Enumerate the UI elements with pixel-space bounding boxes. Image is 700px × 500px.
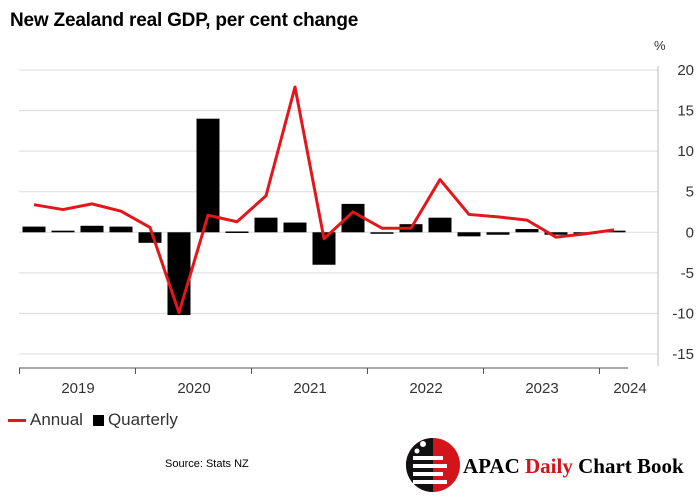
legend-item-annual[interactable]: Annual [8,410,83,430]
quarterly-bar [167,232,191,316]
legend-swatch-annual [8,418,26,422]
x-axis: 2019 2020 2021 2022 2023 2024 [19,367,647,397]
source-note: Source: Stats NZ [165,458,249,470]
y-tick-label: 5 [686,184,694,201]
quarterly-bar [80,225,104,233]
quarterly-bar [602,230,626,233]
chart-title: New Zealand real GDP, per cent change [10,10,359,31]
y-unit-label: % [654,38,666,53]
quarterly-bar [254,217,278,233]
brand-suffix: Chart Book [578,454,684,478]
x-tick-label: 2022 [409,380,442,397]
brand-logo: APAC Daily Chart Book [405,436,695,494]
x-tick-label: 2024 [613,380,646,397]
y-tick-label: -5 [681,265,694,282]
quarterly-bar [312,232,336,265]
legend-swatch-quarterly [92,414,104,426]
quarterly-bar [138,232,162,243]
annual-series-line [33,85,615,315]
quarterly-bar [428,217,452,233]
quarterly-bar [486,232,510,235]
x-tick-label: 2023 [525,380,558,397]
quarterly-bar [283,222,307,233]
y-tick-label: 15 [677,103,694,120]
legend-label-quarterly: Quarterly [107,410,178,429]
gridlines [19,69,658,355]
brand-prefix: APAC [463,454,520,478]
y-tick-label: 20 [677,62,694,79]
annual-line [33,85,615,315]
quarterly-bar [22,226,46,233]
quarterly-bar [225,231,249,233]
y-axis: 20 15 10 5 0 -5 -10 -15 [657,62,694,366]
y-tick-label: 10 [677,143,694,160]
gdp-chart: 20 15 10 5 0 -5 -10 -15 2019 2020 2021 2022 2023 202… [19,38,694,397]
quarterly-bar [515,229,539,233]
x-tick-label: 2020 [177,380,210,397]
quarterly-bar [109,226,133,233]
legend: Annual Quarterly [8,410,188,430]
y-tick-label: 0 [686,224,694,241]
quarterly-bar [196,118,220,233]
quarterly-bar [457,232,481,237]
x-tick-label: 2021 [293,380,326,397]
legend-label-annual: Annual [30,410,83,429]
quarterly-bar [544,232,568,235]
y-tick-label: -15 [672,346,694,363]
legend-item-quarterly[interactable]: Quarterly [92,410,178,430]
quarterly-bar [341,203,365,233]
quarterly-bar [51,230,75,233]
quarterly-bar [370,232,394,234]
brand-title: APAC Daily Chart Book [463,454,684,479]
y-tick-label: -10 [672,305,694,322]
brand-emblem-icon [406,438,460,492]
quarterly-bars [22,118,626,316]
brand-middle: Daily [525,454,573,478]
x-tick-label: 2019 [61,380,94,397]
